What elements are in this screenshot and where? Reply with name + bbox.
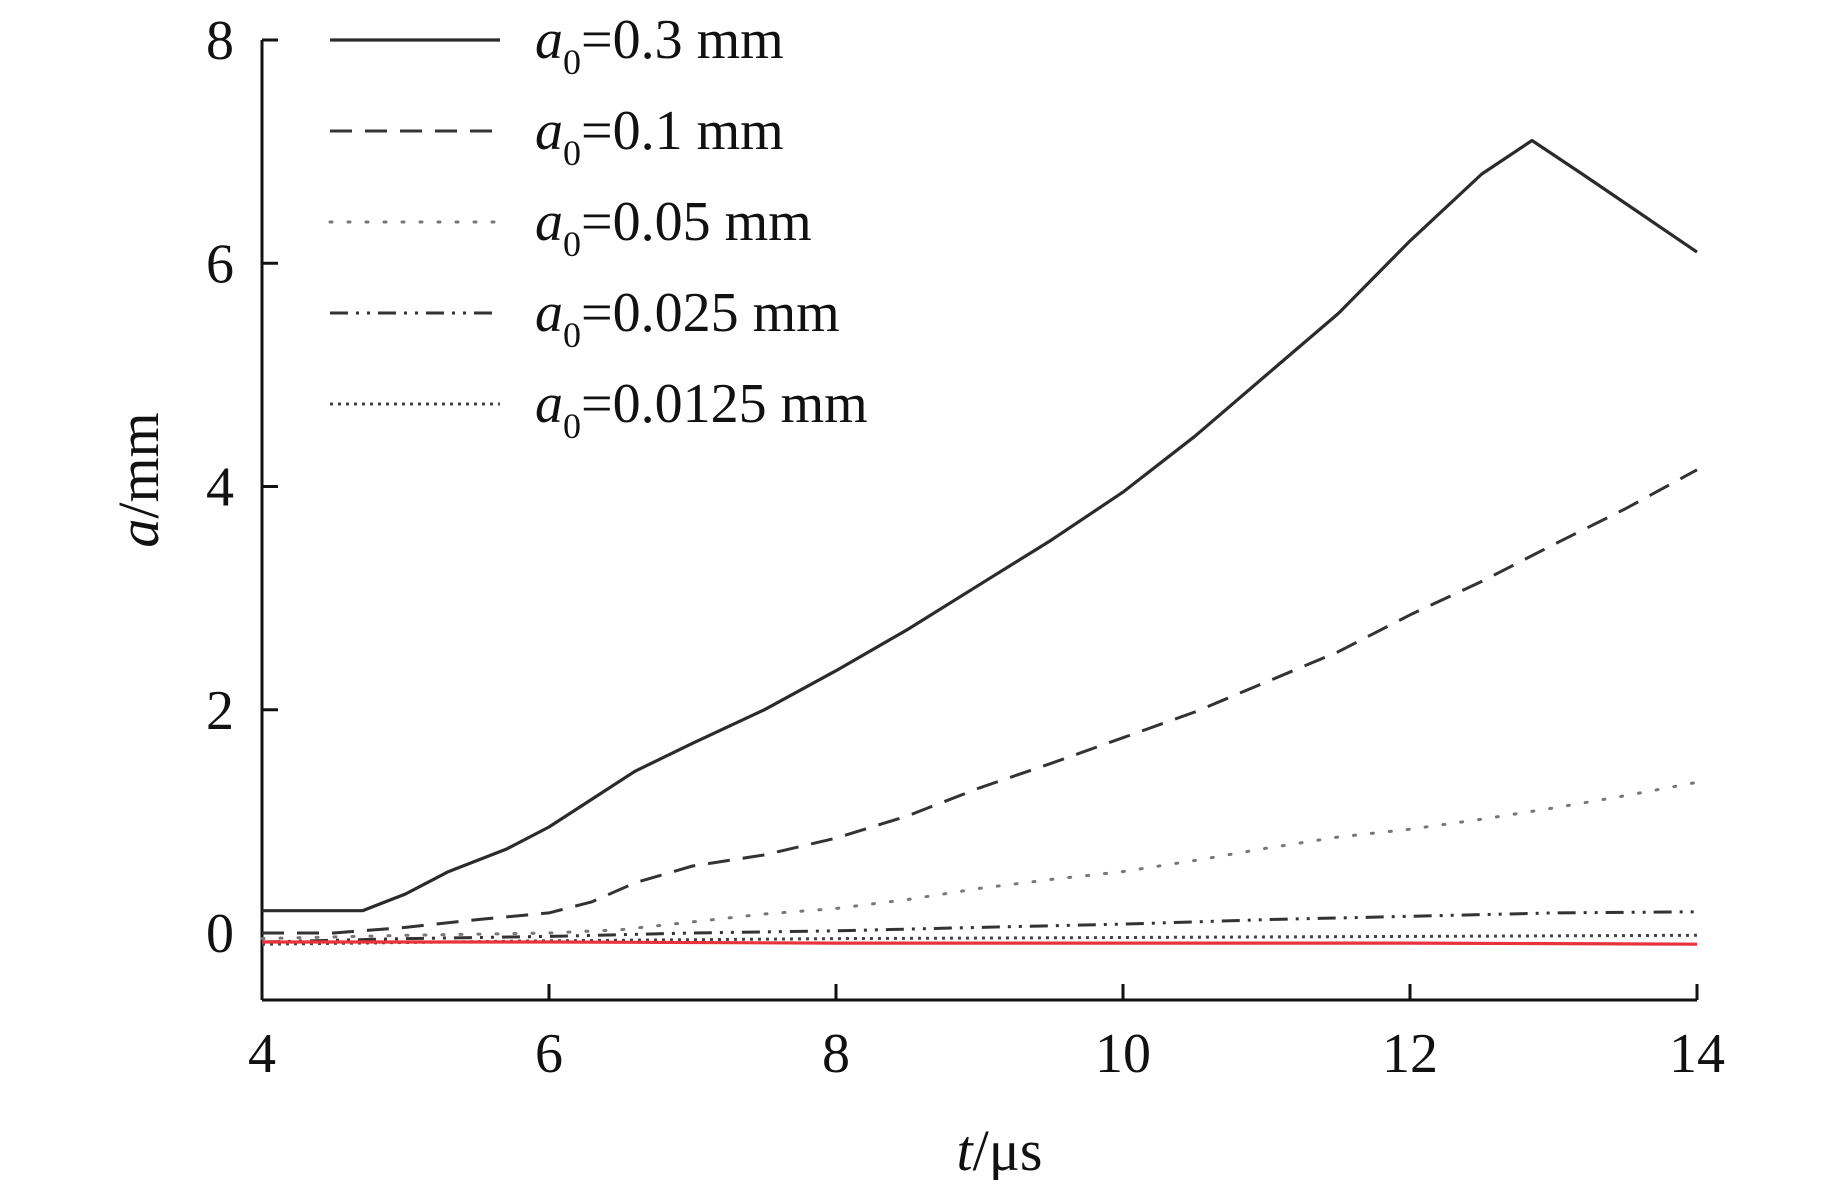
y-tick-label: 8 xyxy=(206,10,234,72)
x-tick-label: 6 xyxy=(535,1023,563,1085)
axis-titles: t/μs a/mm xyxy=(106,412,1043,1183)
legend-label: a0=0.1 mm xyxy=(535,100,784,173)
x-tick-label: 4 xyxy=(248,1023,276,1085)
x-tick-label: 8 xyxy=(822,1023,850,1085)
y-tick-label: 0 xyxy=(206,903,234,965)
series-line-1 xyxy=(262,138,1698,913)
series-line-reference xyxy=(262,940,1698,946)
y-tick-label: 4 xyxy=(206,457,234,519)
legend-label: a0=0.0125 mm xyxy=(535,373,868,446)
series-line-3 xyxy=(260,780,1699,941)
series-line-4 xyxy=(261,910,1698,944)
y-tick-label: 2 xyxy=(206,680,234,742)
x-tick-label: 14 xyxy=(1669,1023,1725,1085)
axes-group: 4 6 8 10 12 14 0 2 4 6 8 xyxy=(206,10,1725,1085)
y-axis-title: a/mm xyxy=(106,412,171,547)
legend-label: a0=0.05 mm xyxy=(535,191,812,264)
legend-label: a0=0.3 mm xyxy=(535,9,784,82)
series-line-2 xyxy=(262,468,1698,935)
y-tick-label: 6 xyxy=(206,233,234,295)
x-axis-title: t/μs xyxy=(957,1118,1043,1180)
legend: a0=0.3 mm a0=0.1 mm a0=0.05 mm a0=0.025 mm a… xyxy=(328,9,868,446)
x-tick-label: 10 xyxy=(1095,1023,1151,1085)
legend-label: a0=0.025 mm xyxy=(535,282,840,355)
series-group xyxy=(260,138,1699,946)
x-tick-label: 12 xyxy=(1382,1023,1438,1085)
